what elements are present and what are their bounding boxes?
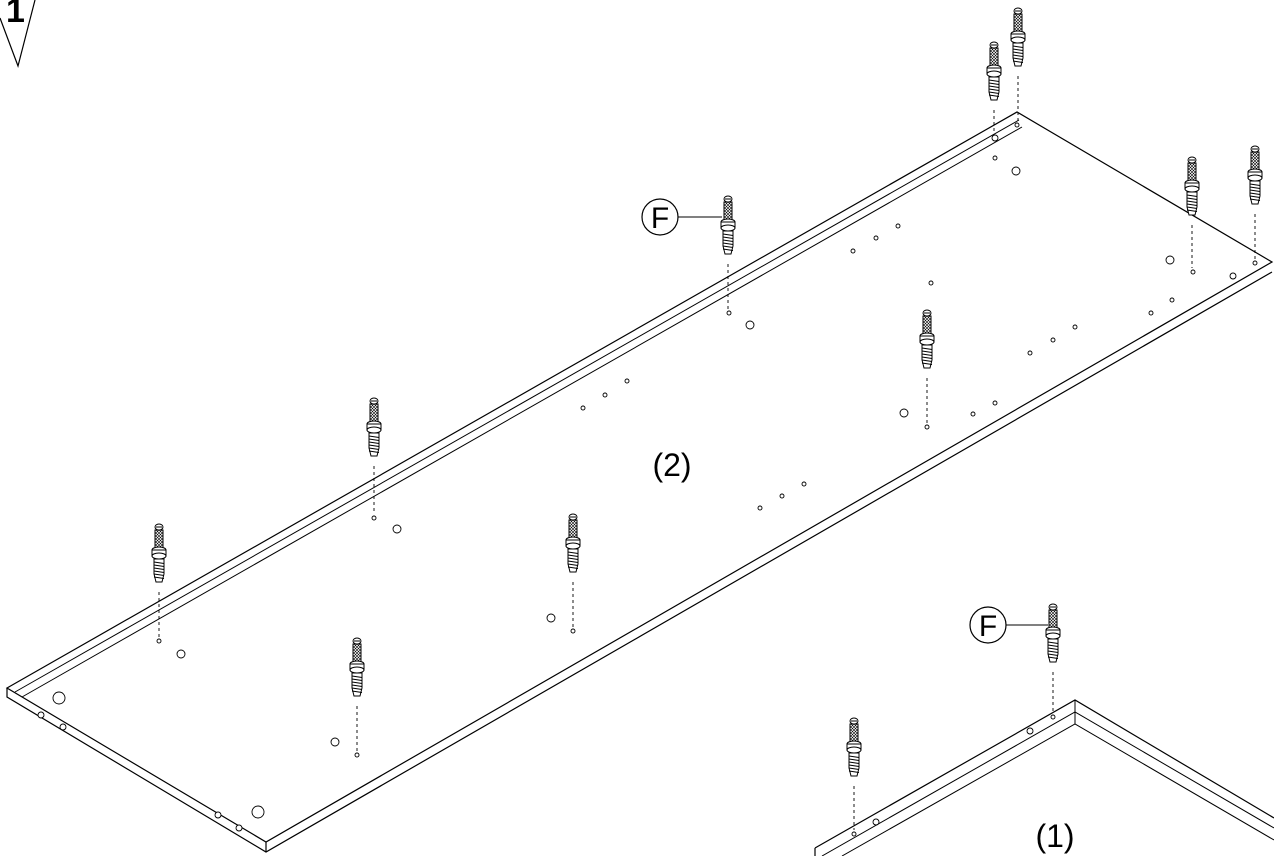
hole (330, 737, 340, 747)
hole (1229, 272, 1237, 280)
callout-f-lower: F (969, 606, 1048, 644)
cam-dowel-icon (565, 513, 581, 573)
hole (992, 400, 998, 406)
callout-f-upper: F (641, 198, 722, 236)
panel-1 (814, 699, 1274, 856)
fittings (151, 7, 1263, 777)
hole (580, 405, 586, 411)
hole (1072, 324, 1078, 330)
panel-2-front-edge (6, 271, 1273, 853)
cam-dowel-icon (986, 41, 1002, 101)
hole (872, 818, 880, 826)
hole (371, 515, 377, 521)
hole (1148, 310, 1154, 316)
hole (1165, 255, 1175, 265)
cam-dowel-icon (1010, 7, 1026, 67)
hole (991, 134, 999, 142)
hole (745, 320, 755, 330)
hole-pattern (37, 122, 1258, 837)
hole (1169, 297, 1175, 303)
panel-2 (5, 111, 1274, 853)
cam-dowel-icon (151, 523, 167, 583)
hole (1252, 260, 1258, 266)
hole (895, 223, 901, 229)
callout-label: F (979, 610, 997, 643)
hole (570, 628, 576, 634)
cam-dowel-icon (366, 397, 382, 457)
hole (176, 649, 186, 659)
panel-2-top-face (5, 111, 1274, 843)
step-marker: 1 (0, 0, 36, 68)
hole (251, 805, 265, 819)
hole (850, 248, 856, 254)
hole (624, 378, 630, 384)
cam-dowel-icon (1045, 603, 1061, 663)
part-label-1: (1) (1035, 818, 1074, 854)
callout-label: F (651, 202, 669, 235)
hole (992, 155, 998, 161)
hole (546, 613, 556, 623)
hole (928, 280, 934, 286)
hole (52, 691, 66, 705)
cam-dowel-icon (720, 195, 736, 255)
cam-dowel-icon (846, 717, 862, 777)
hole (602, 392, 608, 398)
hole (899, 408, 909, 418)
hole (726, 310, 732, 316)
hole (779, 493, 785, 499)
hole (1011, 166, 1021, 176)
cam-dowel-icon (1247, 145, 1263, 205)
part-label-2: (2) (652, 447, 691, 483)
hole (1027, 350, 1033, 356)
hole (1026, 727, 1034, 735)
hole (757, 505, 763, 511)
panel-2-rebate (14, 119, 1023, 698)
hole (235, 824, 243, 832)
cam-dowel-icon (349, 637, 365, 697)
triangle-step-icon (0, 0, 36, 68)
hole (37, 711, 45, 719)
hole (392, 524, 402, 534)
hole (801, 481, 807, 487)
cam-dowel-icon (1184, 156, 1200, 216)
hole (156, 638, 162, 644)
cam-dowel-icon (919, 309, 935, 369)
hole (1050, 714, 1056, 720)
hole (1014, 122, 1020, 128)
hole (924, 424, 930, 430)
hole (59, 723, 67, 731)
step-number: 1 (6, 0, 25, 30)
hole (1190, 269, 1196, 275)
hole (873, 235, 879, 241)
hole (354, 752, 360, 758)
hole (851, 831, 857, 837)
hole (970, 411, 976, 417)
hole (1050, 337, 1056, 343)
guide-lines (158, 76, 1256, 830)
hole (214, 811, 222, 819)
